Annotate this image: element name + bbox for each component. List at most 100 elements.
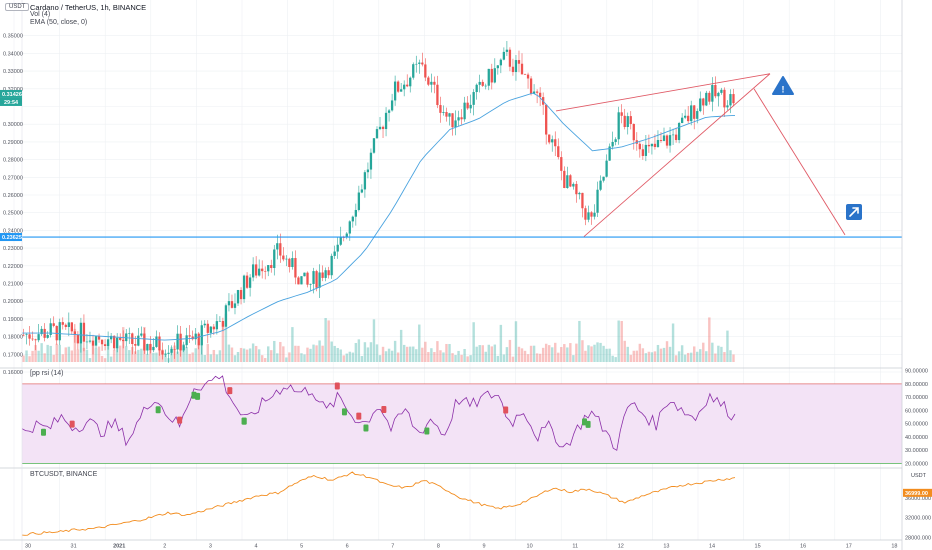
volume-bar	[194, 348, 197, 362]
volume-bar	[680, 345, 684, 362]
candle-body	[91, 340, 95, 346]
trend-arrow-icon[interactable]	[846, 204, 862, 220]
volume-bar	[164, 353, 167, 362]
volume-bar	[581, 340, 584, 362]
volume-bar	[511, 356, 515, 362]
time-tick: 13	[663, 544, 669, 550]
time-tick: 17	[846, 544, 852, 550]
volume-bar	[638, 343, 642, 362]
currency-badge[interactable]: USDT	[5, 3, 30, 11]
buy-signal-marker	[195, 392, 201, 400]
candle-body	[125, 333, 128, 342]
candle-body	[375, 129, 379, 139]
price-tick: 0.18000	[3, 335, 23, 341]
candle-body	[354, 209, 357, 217]
candle-body	[535, 91, 539, 93]
candle-body	[671, 134, 675, 136]
candle-body	[638, 143, 641, 150]
candle-body	[662, 135, 666, 141]
candle-body	[97, 336, 101, 340]
volume-bar	[726, 330, 729, 362]
volume-bar	[605, 348, 608, 362]
time-tick: 5	[300, 544, 303, 550]
candle-body	[451, 113, 454, 128]
candle-body	[267, 265, 270, 272]
volume-bar	[330, 341, 333, 362]
candle-body	[333, 251, 336, 256]
volume-bar	[155, 352, 158, 362]
candle-body	[563, 170, 566, 189]
rsi-tick: 70.00000	[905, 395, 928, 401]
volume-bar	[61, 354, 64, 362]
candle-body	[206, 323, 209, 333]
volume-bar	[421, 347, 424, 362]
candle-body	[109, 335, 113, 340]
volume-bar	[239, 347, 243, 362]
time-tick: 14	[709, 544, 715, 550]
candle-body	[381, 126, 385, 130]
candle-body	[717, 92, 720, 97]
volume-bar	[436, 341, 439, 362]
candle-body	[726, 105, 729, 108]
candle-body	[200, 325, 203, 346]
volume-bar	[263, 358, 267, 362]
volume-bar	[578, 320, 581, 362]
warning-icon[interactable]: !	[772, 76, 794, 95]
volume-bar	[131, 347, 134, 362]
volume-bar	[342, 355, 345, 362]
candle-body	[194, 333, 197, 340]
volume-bar	[569, 343, 572, 362]
volume-bar	[185, 346, 188, 362]
volume-bar	[336, 347, 339, 362]
volume-bar	[641, 348, 645, 362]
volume-bar	[505, 347, 509, 362]
volume-bar	[551, 347, 554, 362]
volume-bar	[623, 340, 626, 362]
volume-bar	[67, 346, 71, 362]
candle-body	[644, 144, 648, 156]
candle-body	[427, 77, 430, 85]
rsi-pane	[0, 367, 902, 464]
time-tick: 18	[891, 544, 897, 550]
candle-body	[472, 92, 475, 105]
volume-bar	[514, 321, 518, 362]
candle-body	[551, 139, 554, 143]
price-tick: 0.35000	[3, 34, 23, 40]
time-tick: 4	[254, 544, 257, 550]
candle-body	[475, 84, 478, 93]
current-price-value: 0.31426	[2, 92, 22, 98]
candle-body	[457, 117, 460, 121]
volume-bar	[103, 358, 107, 362]
volume-bar	[279, 341, 282, 362]
volume-bar	[43, 353, 46, 362]
candle-body	[418, 62, 421, 64]
volume-bar	[683, 354, 687, 362]
candle-body	[687, 115, 690, 122]
volume-bar	[517, 346, 521, 362]
candle-body	[185, 335, 188, 346]
candle-body	[493, 68, 496, 83]
candle-body	[239, 290, 243, 300]
volume-bar	[490, 346, 494, 362]
volume-bar	[590, 346, 593, 362]
candle-body	[230, 301, 234, 308]
candle-body	[690, 105, 693, 122]
candle-body	[617, 112, 620, 140]
volume-bar	[526, 354, 530, 362]
volume-bar	[457, 350, 460, 362]
volume-bar	[496, 355, 500, 362]
candle-body	[28, 334, 31, 339]
candle-body	[49, 323, 52, 335]
candle-body	[40, 328, 43, 335]
candle-body	[590, 212, 593, 217]
rsi-tick: 60.00000	[905, 408, 928, 414]
volume-bar	[599, 342, 602, 362]
volume-bar	[25, 350, 28, 362]
candle-body	[155, 336, 158, 347]
volume-bar	[206, 343, 210, 362]
price-tick: 0.20000	[3, 299, 23, 305]
time-axis: 30 31 2021 2 3 4 5 6 7 8 9 10 11 12 13 14 15 16 17 18	[0, 539, 902, 550]
volume-bar	[705, 351, 708, 362]
rising-wedge-drawing[interactable]	[555, 73, 846, 237]
